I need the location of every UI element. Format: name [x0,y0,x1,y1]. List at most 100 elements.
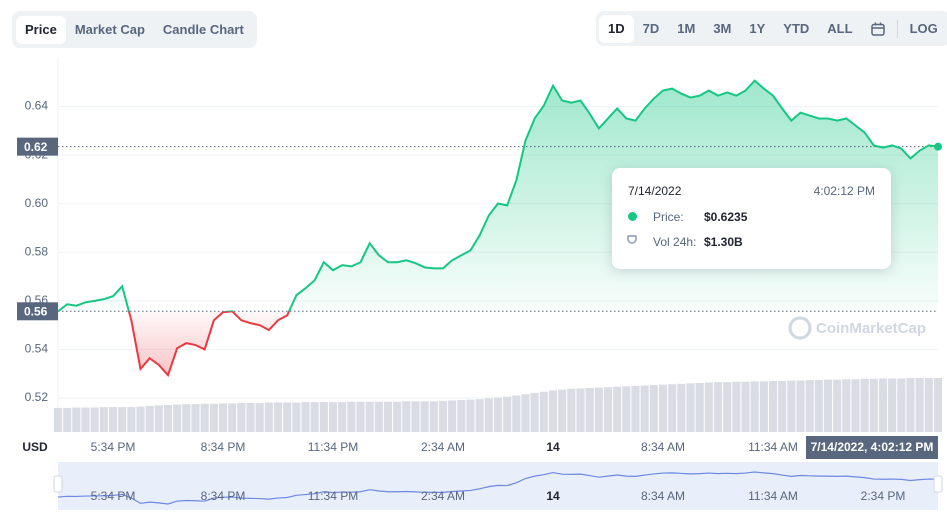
volume-bar [283,402,292,432]
volume-bar [393,401,402,432]
volume-bar [521,394,530,432]
navigator-label: 8:34 PM [201,489,246,503]
volume-bar [567,388,576,432]
volume-bar [365,401,374,432]
x-tick-label: 11:34 PM [308,440,358,454]
volume-bar [741,381,750,432]
range-button[interactable]: 7D [642,20,660,36]
volume-bar [63,407,72,432]
range-button[interactable]: 1D [599,14,634,43]
current-point [934,142,942,151]
range-button[interactable]: 3M [713,20,732,36]
y-unit: USD [22,440,48,454]
volume-bar [457,400,466,432]
price-tag [17,302,58,321]
volume-bar [778,380,787,432]
x-tick-label: 11:34 AM [748,440,798,454]
x-tick-label: 8:34 PM [201,440,246,454]
volume-bar [723,382,732,432]
volume-bar [933,378,943,432]
volume-bar [301,402,310,432]
x-tick-label: 5:34 PM [91,440,136,454]
x-tick-label: 8:34 AM [641,440,685,454]
crosshair-badge [806,436,938,459]
range-button[interactable]: 1M [677,20,696,36]
volume-bar [108,407,118,432]
volume-bar [218,403,228,432]
volume-bar [292,402,301,432]
tab-group: Price Market Cap Candle Chart [12,11,257,48]
volume-bar [90,407,99,432]
price-dot [628,212,637,221]
navigator-label: 2:34 AM [421,489,465,503]
navigator-label: 14 [546,489,560,503]
volume-bar [383,401,393,432]
volume-bar [594,387,603,432]
tooltip-date: 7/14/2022 [628,184,682,198]
volume-bar [640,385,649,432]
volume-bar [704,382,713,432]
volume-bar [512,395,521,432]
range-button[interactable]: ALL [827,20,853,36]
price-value: $0.6235 [704,210,748,224]
volume-bar [255,402,264,432]
range-button[interactable]: YTD [783,20,810,36]
y-tick-label: 0.64 [25,99,49,113]
volume-bar [658,384,668,432]
volume-label: Vol 24h: [653,235,697,249]
volume-bar [182,404,191,432]
volume-bar [136,406,145,432]
volume-bar [631,385,640,432]
volume-bar [328,402,338,432]
log-button[interactable]: LOG [909,20,938,36]
navigator-handle[interactable] [933,475,943,493]
volume-bar [228,403,237,432]
volume-bar [677,383,686,432]
tab-button[interactable]: Price [16,15,66,44]
x-tick-label: 14 [546,440,560,454]
volume-bar [273,402,283,432]
tab-button[interactable]: Market Cap [74,21,145,37]
y-tick-label: 0.58 [25,244,49,258]
volume-bar [118,407,127,432]
volume-bar [686,383,695,432]
y-tick-label: 0.54 [25,342,49,356]
volume-bar [915,378,924,432]
volume-bar [503,396,512,432]
volume-bar [833,379,842,432]
range-button[interactable]: 1Y [749,20,766,36]
volume-bar [191,404,200,432]
volume-bar [154,405,163,432]
y-tick-label: 0.60 [25,196,49,210]
volume-bar [429,401,438,432]
price-line-path [57,79,939,378]
volume-bar [475,399,484,432]
volume-bar [613,386,622,432]
volume-bar [814,380,823,432]
volume-bar [411,401,420,432]
volume-icon [627,235,637,244]
volume-bar [438,400,448,432]
volume-bar [787,380,796,432]
navigator-handle[interactable] [53,475,63,493]
volume-bar [759,381,768,432]
calendar-button[interactable] [862,15,894,43]
navigator-label: 11:34 AM [748,489,798,503]
tooltip-time: 4:02:12 PM [813,184,875,198]
volume-bar [622,386,631,432]
volume-bar [924,378,933,432]
volume-bar [842,379,851,432]
price-label: Price: [653,210,684,224]
volume-bar [402,401,411,432]
x-tick-label: 2:34 AM [421,440,465,454]
volume-bar [649,385,658,432]
volume-bar [851,379,860,432]
volume-bar [548,390,558,432]
price-tag [17,137,58,156]
tab-button[interactable]: Candle Chart [162,21,244,37]
tooltip: 7/14/2022 4:02:12 PM Price: $0.6235 Vol … [612,168,891,269]
volume-bar [750,381,759,432]
navigator-bg [58,462,938,510]
crosshair-label: 7/14/2022, 4:02:12 PM [811,440,934,454]
volume-bar [558,389,567,432]
